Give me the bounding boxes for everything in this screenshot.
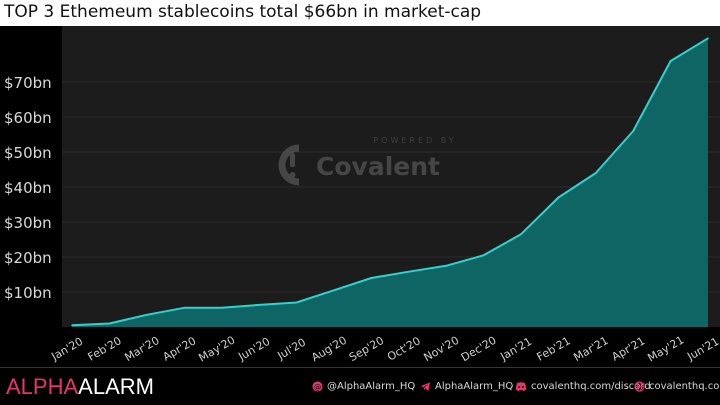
x-tick-label: May'21 [645, 333, 686, 364]
website-text: covalenthq.com [649, 381, 720, 392]
x-tick-label: Mar'20 [122, 334, 161, 364]
y-tick-label: $30bn [4, 214, 52, 232]
y-tick-label: $40bn [4, 179, 52, 197]
brand-alpha: ALPHA [6, 374, 79, 399]
data-point [594, 172, 597, 174]
x-tick-label: Sep'20 [347, 334, 386, 364]
y-tick-label: $10bn [4, 284, 52, 302]
twitter-handle-link[interactable]: @ @AlphaAlarm_HQ [312, 381, 415, 392]
telegram-link[interactable]: AlphaAlarm_HQ [420, 381, 513, 392]
x-tick-label: Apr'20 [161, 334, 199, 363]
discord-link[interactable]: covalenthq.com/discord [515, 381, 651, 392]
x-tick-label: Feb'20 [86, 334, 124, 364]
data-point [258, 304, 260, 306]
telegram-text: AlphaAlarm_HQ [435, 381, 514, 392]
data-point [333, 289, 335, 292]
data-point [146, 313, 148, 316]
x-tick-label: Mar'21 [571, 334, 610, 364]
x-tick-label: Dec'20 [459, 334, 499, 364]
footer-divider [0, 367, 720, 368]
svg-text:@: @ [314, 382, 321, 391]
discord-icon [515, 381, 527, 391]
data-point [482, 254, 485, 257]
data-point [445, 264, 447, 267]
x-tick-label: May'20 [196, 333, 237, 364]
data-point [669, 60, 672, 62]
x-tick-label: Apr'21 [610, 334, 648, 363]
watermark-powered-by: POWERED BY [373, 136, 456, 145]
data-point [407, 270, 410, 273]
twitter-handle-text: @AlphaAlarm_HQ [327, 381, 416, 392]
data-point [370, 277, 373, 279]
series-line [71, 37, 709, 327]
data-point [183, 306, 186, 309]
x-tick-label: Jan'21 [497, 335, 534, 364]
title-bar: TOP 3 Ethemeum stablecoins total $66bn i… [0, 0, 720, 26]
data-point [707, 37, 709, 40]
x-tick-label: Aug'20 [309, 334, 349, 365]
x-tick-label: Oct'20 [385, 334, 423, 363]
x-tick-label: Jun'20 [235, 335, 272, 364]
data-point [557, 196, 560, 199]
chart-title: TOP 3 Ethemeum stablecoins total $66bn i… [4, 2, 482, 22]
at-icon: @ [312, 381, 323, 392]
website-link[interactable]: covalenthq.com [634, 381, 720, 392]
data-point [632, 130, 634, 132]
area-fill [72, 38, 708, 328]
y-tick-label: $20bn [4, 249, 52, 267]
data-point [71, 324, 73, 327]
data-point [108, 322, 111, 325]
watermark: POWERED BY Covalent [278, 136, 456, 186]
y-tick-label: $70bn [4, 74, 52, 92]
x-tick-label: Feb'21 [535, 334, 573, 364]
discord-text: covalenthq.com/discord [531, 381, 651, 392]
area-chart: POWERED BY Covalent $10bn $20bn $30bn $40bn… [4, 26, 720, 365]
covalent-logo-icon [278, 144, 300, 186]
telegram-icon [420, 382, 431, 392]
x-tick-label: Jul'20 [274, 336, 308, 363]
watermark-brand: Covalent [316, 152, 440, 181]
data-point [520, 233, 522, 236]
brand-alarm: ALARM [78, 374, 154, 399]
data-point [220, 306, 223, 309]
data-point [295, 301, 298, 304]
globe-icon [634, 381, 645, 392]
alpha-alarm-logo: ALPHAALARM [6, 374, 154, 400]
x-tick-label: Nov'20 [421, 334, 461, 365]
y-tick-label: $50bn [4, 144, 52, 162]
y-tick-label: $60bn [4, 109, 52, 127]
x-tick-label: Jun'21 [684, 335, 720, 364]
x-tick-label: Jan'20 [48, 335, 85, 364]
